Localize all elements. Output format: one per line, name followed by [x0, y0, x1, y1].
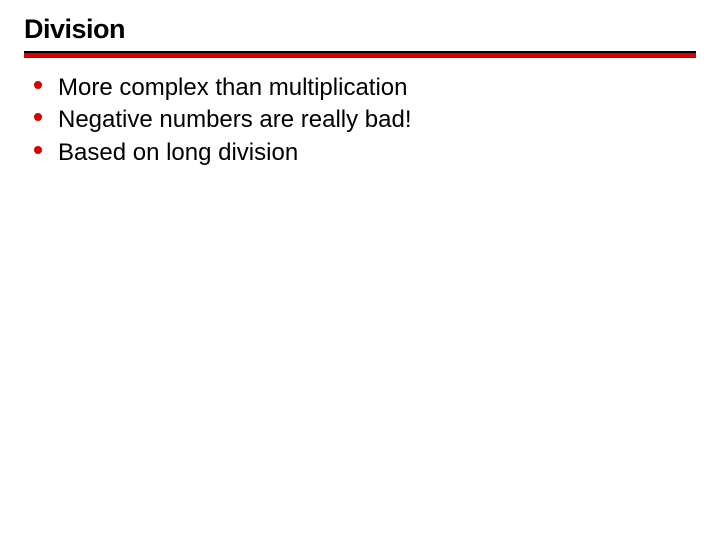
- list-item: More complex than multiplication: [34, 72, 696, 104]
- divider-red: [24, 53, 696, 58]
- slide-title: Division: [24, 14, 696, 45]
- bullet-list: More complex than multiplication Negativ…: [24, 72, 696, 169]
- bullet-icon: [34, 146, 42, 154]
- list-item: Negative numbers are really bad!: [34, 104, 696, 136]
- bullet-text: Based on long division: [58, 139, 298, 166]
- bullet-icon: [34, 81, 42, 89]
- slide: Division More complex than multiplicatio…: [0, 0, 720, 540]
- bullet-text: Negative numbers are really bad!: [58, 106, 412, 133]
- bullet-icon: [34, 113, 42, 121]
- bullet-text: More complex than multiplication: [58, 74, 408, 101]
- list-item: Based on long division: [34, 137, 696, 169]
